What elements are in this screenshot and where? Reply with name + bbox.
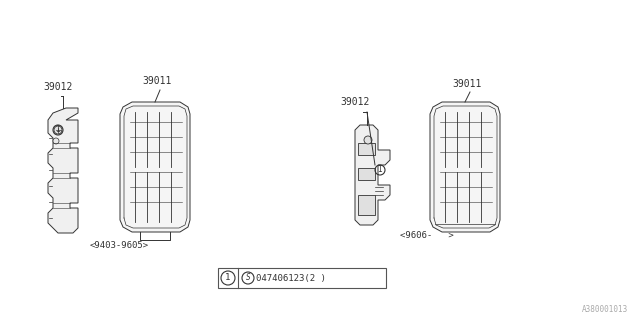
Circle shape bbox=[364, 136, 372, 144]
Text: A380001013: A380001013 bbox=[582, 305, 628, 314]
FancyBboxPatch shape bbox=[358, 195, 375, 215]
Polygon shape bbox=[48, 108, 78, 233]
Polygon shape bbox=[430, 102, 500, 232]
Text: <9606-   >: <9606- > bbox=[400, 231, 454, 240]
Bar bbox=[218, 268, 386, 288]
Text: S: S bbox=[246, 274, 250, 283]
Text: 39011: 39011 bbox=[142, 76, 172, 86]
Polygon shape bbox=[355, 125, 390, 225]
FancyBboxPatch shape bbox=[358, 168, 375, 180]
Text: 1: 1 bbox=[225, 274, 230, 283]
Polygon shape bbox=[120, 102, 190, 232]
Text: 1: 1 bbox=[378, 165, 382, 174]
Text: 39012: 39012 bbox=[340, 97, 369, 107]
Text: 39011: 39011 bbox=[452, 79, 481, 89]
Text: 1: 1 bbox=[56, 125, 60, 134]
Text: 39012: 39012 bbox=[43, 82, 72, 92]
Text: 047406123(2 ): 047406123(2 ) bbox=[256, 274, 326, 283]
Circle shape bbox=[53, 138, 59, 144]
Text: <9403-9605>: <9403-9605> bbox=[90, 241, 148, 250]
Circle shape bbox=[54, 126, 62, 134]
FancyBboxPatch shape bbox=[358, 143, 375, 155]
